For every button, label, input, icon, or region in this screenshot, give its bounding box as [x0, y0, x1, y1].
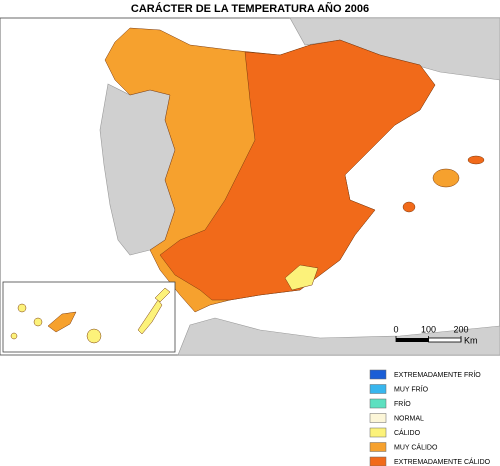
la-palma — [17, 303, 27, 313]
legend-label: NORMAL — [394, 415, 424, 422]
legend: EXTREMADAMENTE FRÍO MUY FRÍO FRÍO NORMAL CÁL… — [369, 369, 491, 466]
scale-bar-white — [428, 337, 462, 343]
legend-swatch — [369, 369, 387, 380]
legend-swatch — [369, 456, 387, 466]
legend-swatch — [369, 413, 387, 423]
ibiza — [402, 201, 416, 213]
spain-extremadamente-calido — [159, 39, 436, 301]
gran-canaria — [86, 328, 102, 344]
scale-tick-label: 100 — [421, 324, 436, 334]
map — [0, 17, 500, 356]
scale-tick-label: 0 — [393, 324, 398, 334]
scale-tick-label: 200 — [453, 324, 468, 334]
africa — [177, 317, 500, 356]
legend-label: FRÍO — [394, 399, 411, 408]
legend-label: EXTREMADAMENTE CÁLIDO — [394, 457, 491, 466]
scale-unit: Km — [464, 335, 478, 345]
la-gomera — [33, 317, 43, 327]
almeria-calido — [284, 264, 319, 291]
fuerteventura — [137, 299, 163, 335]
legend-swatch — [369, 398, 387, 409]
scale-bar-black — [396, 338, 429, 342]
legend-swatch — [369, 442, 387, 452]
legend-label: MUY CÁLIDO — [394, 442, 438, 451]
legend-label: CÁLIDO — [394, 428, 421, 437]
legend-swatch — [369, 384, 387, 394]
map-title: CARÁCTER DE LA TEMPERATURA AÑO 2006 — [131, 2, 369, 15]
lanzarote — [154, 287, 171, 303]
tenerife — [47, 311, 77, 333]
menorca — [467, 155, 485, 165]
el-hierro — [10, 332, 18, 340]
mallorca — [432, 168, 460, 188]
legend-swatch — [369, 427, 387, 438]
legend-label: MUY FRÍO — [394, 384, 429, 393]
legend-label: EXTREMADAMENTE FRÍO — [394, 370, 481, 379]
